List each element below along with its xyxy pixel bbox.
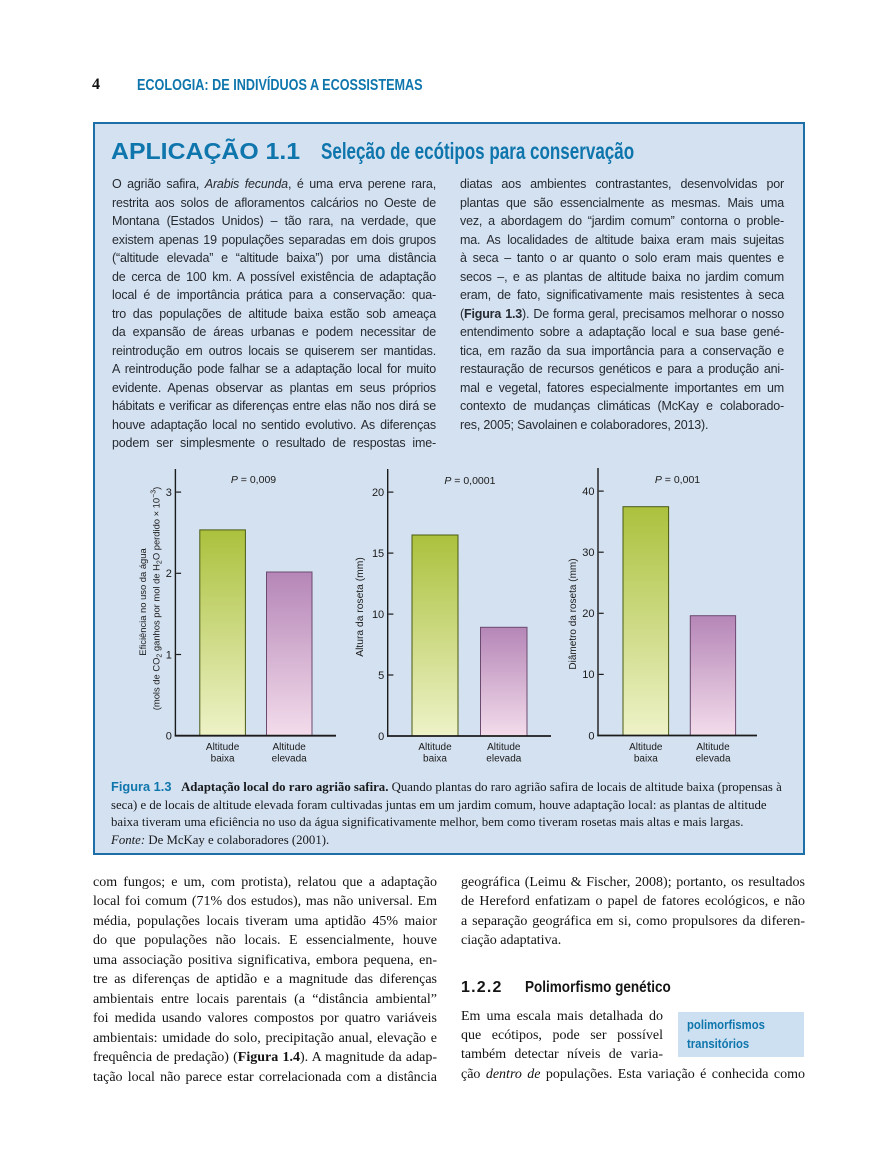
svg-text:Altura da roseta (mm): Altura da roseta (mm) — [355, 557, 366, 657]
svg-text:20: 20 — [372, 487, 384, 499]
svg-text:Altitude: Altitude — [487, 742, 521, 753]
svg-text:15: 15 — [372, 548, 384, 560]
svg-text:Altitude: Altitude — [696, 742, 730, 753]
svg-text:5: 5 — [378, 670, 384, 682]
svg-text:Altitude: Altitude — [418, 742, 452, 753]
svg-text:0: 0 — [588, 730, 594, 742]
svg-text:Eficiência no uso da água: Eficiência no uso da água — [137, 548, 148, 656]
svg-text:10: 10 — [372, 609, 384, 621]
svg-text:elevada: elevada — [272, 754, 307, 765]
svg-text:baixa: baixa — [423, 754, 447, 765]
svg-text:baixa: baixa — [211, 754, 235, 765]
svg-text:0: 0 — [378, 731, 384, 743]
svg-text:30: 30 — [582, 547, 594, 559]
svg-text:2: 2 — [166, 568, 172, 580]
svg-text:3: 3 — [166, 487, 172, 499]
svg-text:P = 0,009: P = 0,009 — [231, 474, 276, 486]
svg-text:P = 0,001: P = 0,001 — [655, 474, 700, 486]
svg-text:Altitude: Altitude — [629, 742, 663, 753]
svg-text:elevada: elevada — [695, 754, 730, 765]
svg-text:P = 0,0001: P = 0,0001 — [444, 475, 495, 487]
svg-text:1: 1 — [166, 649, 172, 661]
svg-text:Altitude: Altitude — [273, 742, 307, 753]
svg-text:elevada: elevada — [486, 754, 521, 765]
svg-text:baixa: baixa — [634, 754, 658, 765]
svg-text:Altitude: Altitude — [206, 742, 240, 753]
svg-text:10: 10 — [582, 669, 594, 681]
svg-text:Diâmetro da roseta (mm): Diâmetro da roseta (mm) — [568, 558, 579, 669]
svg-text:40: 40 — [582, 486, 594, 498]
svg-text:20: 20 — [582, 608, 594, 620]
svg-text:0: 0 — [166, 731, 172, 743]
svg-text:(mols de CO2 ganhos por mol de: (mols de CO2 ganhos por mol de H2O perdi… — [151, 487, 164, 710]
